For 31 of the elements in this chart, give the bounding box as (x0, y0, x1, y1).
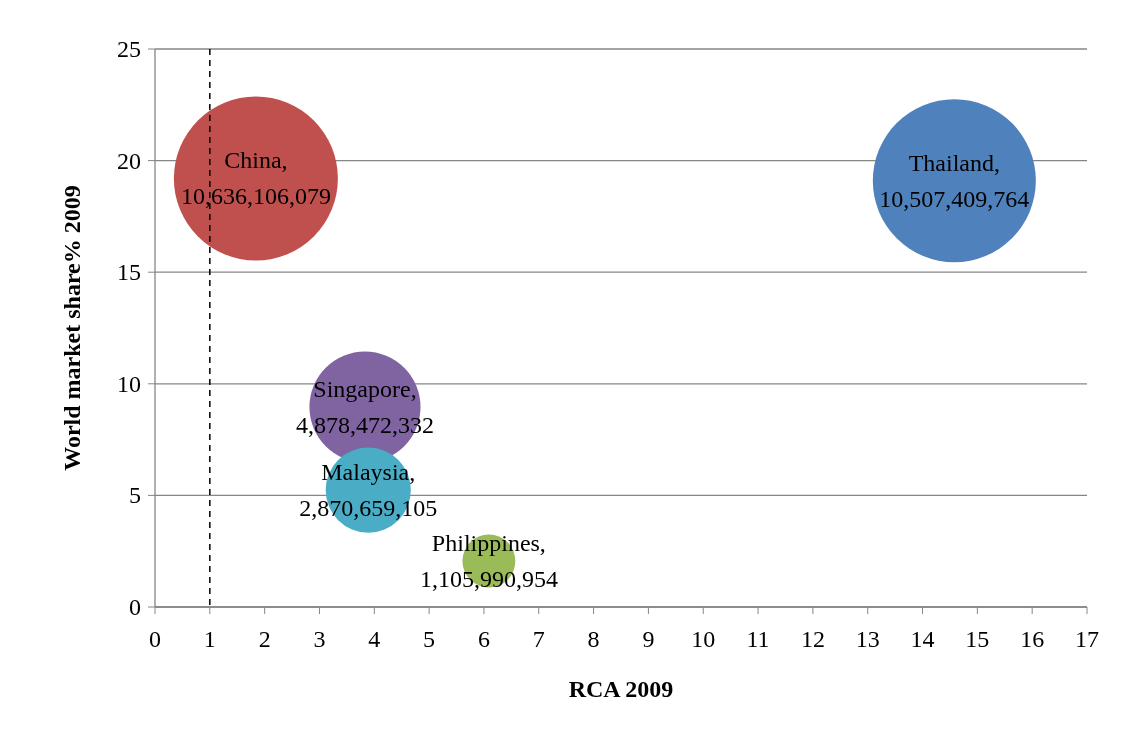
x-tick-label: 7 (532, 626, 545, 652)
x-tick-label: 13 (855, 626, 880, 652)
y-axis-title: World market share% 2009 (59, 185, 85, 471)
y-tick-label: 0 (129, 594, 141, 620)
x-tick-label: 5 (423, 626, 436, 652)
x-axis-title: RCA 2009 (568, 676, 674, 702)
x-tick-label: 9 (642, 626, 655, 652)
y-tick-label: 25 (117, 36, 141, 62)
annotation: Singapore, (313, 376, 417, 403)
x-tick-label: 11 (746, 626, 770, 652)
x-tick-label: 10 (691, 626, 716, 652)
x-tick-label: 1 (203, 626, 216, 652)
x-tick-label: 8 (587, 626, 600, 652)
x-tick-label: 14 (910, 626, 935, 652)
annotation: Thailand, (908, 149, 1000, 176)
y-tick-label: 15 (117, 259, 141, 286)
x-tick-label: 6 (477, 626, 490, 652)
y-tick-label: 20 (117, 147, 141, 174)
annotation: China, (224, 147, 288, 174)
x-tick-label: 3 (313, 626, 326, 652)
x-tick-label: 0 (149, 626, 161, 652)
y-tick-label: 10 (117, 370, 141, 397)
x-tick-label: 17 (1075, 626, 1099, 652)
annotation: 10,636,106,079 (180, 183, 331, 210)
x-tick-label: 15 (965, 626, 990, 652)
x-tick-label: 16 (1020, 626, 1045, 652)
y-tick-label: 5 (129, 482, 141, 509)
x-tick-label: 12 (800, 626, 825, 652)
x-tick-label: 4 (368, 626, 381, 652)
x-tick-label: 2 (258, 626, 271, 652)
annotation: 10,507,409,764 (879, 185, 1030, 212)
